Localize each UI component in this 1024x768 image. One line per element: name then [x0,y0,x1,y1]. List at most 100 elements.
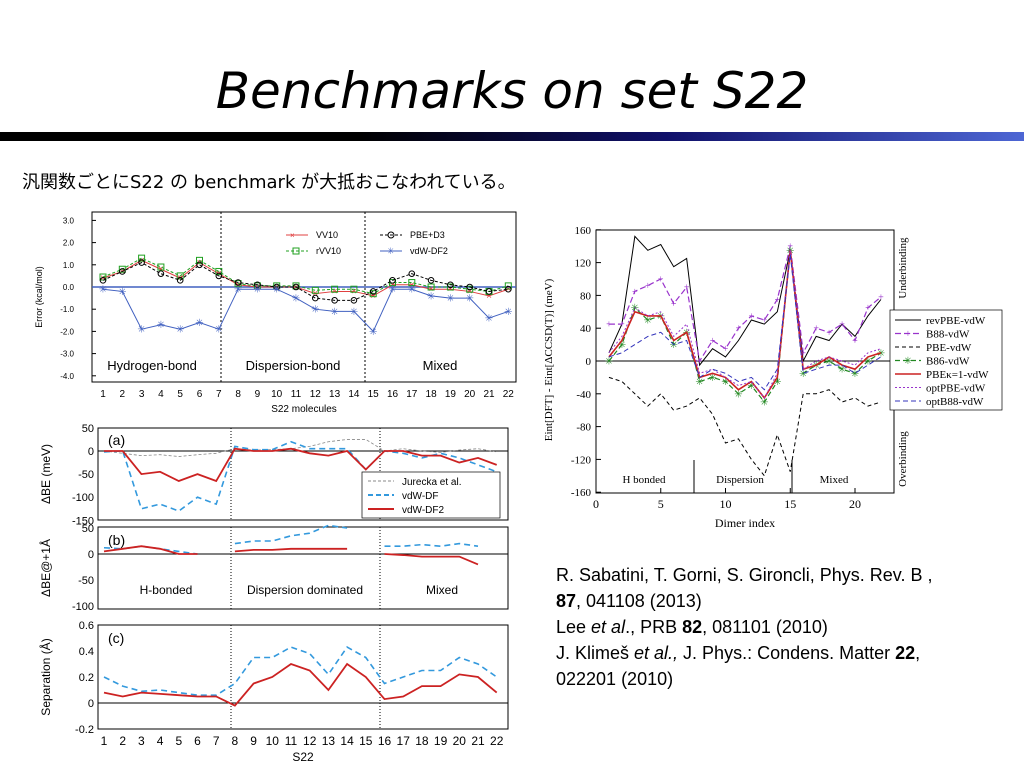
fig2b-series-line-1 [103,545,198,555]
fig2b-series-line-0 [234,524,348,545]
fig1-point-2 [176,277,184,284]
fig3-legend-label: optB88-vdW [926,396,984,408]
fig3-side-underbinding: Underbinding [897,237,909,299]
fig2b-ytick-label: -100 [72,601,94,613]
fig3-xtick-label: 20 [849,497,861,511]
fig3-point-1: + [826,328,832,339]
fig3-point-1: + [839,320,845,331]
fig2-xlabel: S22 [292,750,314,764]
fig1-xtick-label: 9 [255,389,261,400]
fig1-region-hbond: Hydrogen-bond [107,358,197,373]
fig1-point-1 [176,272,184,280]
fig1-series-line-0 [102,259,509,297]
fig1-point-2 [234,279,242,286]
fig3-legend-label: optPBE-vdW [926,383,986,395]
fig1-point-3: ✳ [195,318,203,329]
fig1-point-2 [466,283,474,291]
fig1-point-3: ✳ [388,285,396,296]
fig1-series-line-3 [102,288,509,333]
fig3-legend-marker: ✳ [904,356,912,367]
fig3-point-1: + [736,324,742,335]
fig3-xlabel: Dimer index [715,516,775,530]
fig2c-yticks: 0.6 0.4 0.2 0 -0.2 [75,620,94,736]
fig3-yticks: 160 120 80 40 0 -40 -80 -120 -160 [571,225,601,499]
fig3-point-3: ✳ [812,361,820,372]
fig3-point-1: + [723,344,729,355]
fig1-point-2 [389,277,396,284]
fig3-point-1: + [606,320,612,331]
fig1-xtick-label: 21 [483,389,495,400]
fig3-point-1: + [774,295,780,306]
fig3-point-3: ✳ [773,377,781,388]
slide-title: Benchmarks on set S22 [215,62,809,120]
fig3-point-3: ✳ [670,340,678,351]
fig3-ytick-label: 0 [586,356,592,368]
fig2-legend-vdwdf: vdW-DF [402,491,438,502]
fig2c-ytick-label: 0 [88,698,94,710]
fig1-point-3: ✳ [446,294,454,305]
fig1-ytick-label: 3.0 [63,216,75,225]
figure-s22-errors: Error (kcal/mol) 3.0 2.0 1.0 0.0 -1.0 -2.0 -3.… [28,207,518,417]
reference-2: Lee et al., PRB 82, 081101 (2010) [556,617,828,637]
fig2a-series [103,439,498,512]
fig2a-series-line-1 [103,440,497,512]
fig1-point-3: ✳ [157,320,165,331]
fig1-point-1 [408,279,416,287]
fig3-point-1: + [749,311,755,322]
fig1-point-1 [311,286,319,294]
fig2a-ylabel: ΔBE (meV) [39,444,53,504]
fig3-point-3: ✳ [618,340,626,351]
fig2-legend: Jurecka et al. vdW-DF vdW-DF2 [361,471,501,519]
fig1-xtick-label: 5 [177,389,183,400]
fig2-xtick-label: 12 [303,734,317,748]
fig3-point-3: ✳ [747,381,755,392]
fig2-xtick-label: 6 [194,734,201,748]
fig1-point-3: ✳ [234,285,242,296]
fig1-plot-area [91,211,517,383]
fig1-point-0: × [505,284,511,295]
fig3-series-line-3 [608,250,882,404]
svg-text:×: × [290,231,295,240]
fig3-point-3: ✳ [605,357,613,368]
fig1-point-2 [369,288,377,295]
fig2c-plot-area [97,624,509,730]
fig1-point-1 [369,290,377,298]
fig1-legend-vdwdf2: vdW-DF2 [410,246,448,256]
fig3-ytick-label: 160 [575,225,592,237]
fig2-xtick-label: 16 [378,734,392,748]
fig1-point-3: ✳ [504,307,512,318]
fig1-point-1 [215,267,223,275]
fig1-legend-pbed3: PBE+D3 [410,230,445,240]
fig2a-ytick-label: 0 [88,446,94,458]
fig3-ytick-label: -160 [571,487,592,499]
fig2a-series-line-2 [104,447,498,483]
fig3-side-overbinding: Overbinding [897,431,909,487]
fig3-xticks: 0 5 10 15 20 [593,488,861,511]
fig2b-plot-area [97,526,509,610]
fig2-xtick-label: 7 [213,734,220,748]
fig1-xtick-label: 13 [329,389,341,400]
fig2-xtick-label: 14 [340,734,354,748]
fig3-point-1: + [878,293,884,304]
fig3-series-line-4 [608,250,882,400]
fig2a-yticks: 50 0 -50 -100 -150 [72,423,94,527]
fig3-xtick-label: 10 [720,497,732,511]
fig3-point-3: ✳ [734,389,742,400]
fig3-point-1: + [865,303,871,314]
fig1-xtick-label: 2 [120,389,126,400]
fig3-point-1: + [684,283,690,294]
fig3-xtick-label: 0 [593,497,599,511]
fig1-point-2 [254,281,261,289]
fig2-xtick-label: 3 [138,734,145,748]
fig2a-tag: (a) [108,432,125,448]
fig1-ytick-label: -4.0 [60,372,74,381]
fig2b-series [103,524,479,566]
fig3-point-1: + [852,336,858,347]
fig2a-series-line-0 [103,439,497,457]
fig2b-series-line-1 [234,547,348,553]
fig2b-region-hbonded: H-bonded [140,583,193,597]
fig2-xtick-label: 18 [415,734,429,748]
fig1-point-2 [447,281,454,289]
fig3-legend-label: revPBE-vdW [926,315,986,327]
fig3-point-3: ✳ [838,365,846,376]
